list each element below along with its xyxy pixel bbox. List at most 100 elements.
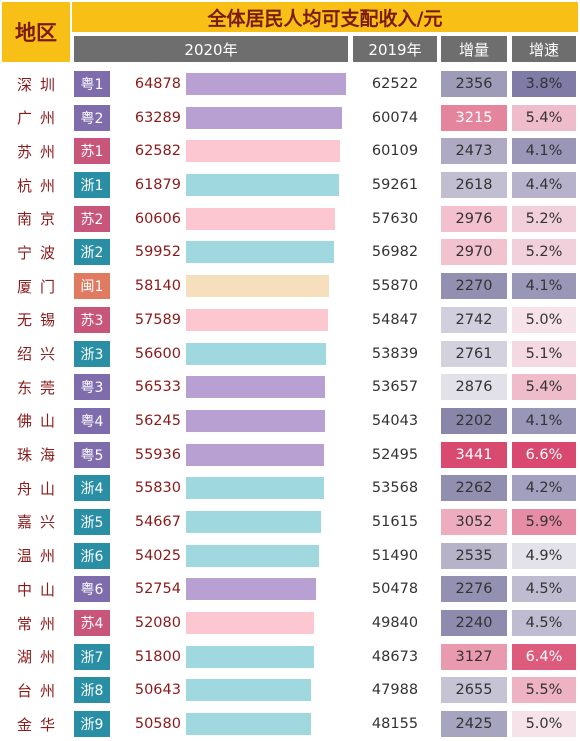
- value-2019: 53568: [371, 480, 419, 497]
- income-bar-2020: [186, 73, 346, 95]
- province-rank-badge: 浙9: [74, 711, 110, 738]
- increase-cell: 3127: [441, 643, 507, 670]
- value-2019: 56982: [371, 244, 419, 261]
- table-row: 金华 浙9 50580 48155 2425 5.0%: [0, 707, 580, 741]
- value-2020: 52754: [134, 581, 181, 598]
- value-2019: 51615: [371, 513, 419, 530]
- value-2020: 61879: [134, 177, 181, 194]
- value-2019: 55870: [371, 278, 419, 295]
- income-bar-2020: [186, 544, 320, 567]
- increase-cell: 2356: [441, 71, 507, 97]
- value-2020: 62582: [134, 143, 181, 160]
- city-name: 宁波: [16, 243, 63, 262]
- increase-cell: 2970: [441, 239, 507, 266]
- table-row: 台州 浙8 50643 47988 2655 5.5%: [0, 673, 580, 707]
- table-row: 无锡 苏3 57589 54847 2742 5.0%: [0, 303, 580, 337]
- city-name: 珠海: [16, 446, 63, 465]
- increase-cell: 2655: [441, 677, 507, 704]
- table-row: 常州 苏4 52080 49840 2240 4.5%: [0, 606, 580, 640]
- income-bar-2020: [186, 645, 314, 668]
- table-row: 广州 粤2 63289 60074 3215 5.4%: [0, 101, 580, 135]
- value-2020: 59952: [134, 244, 181, 261]
- increase-cell: 2270: [441, 273, 507, 300]
- increase-cell: 2240: [441, 610, 507, 636]
- city-name: 苏州: [16, 142, 63, 161]
- province-rank-badge: 苏4: [74, 610, 110, 636]
- city-name: 常州: [16, 614, 63, 633]
- city-name: 嘉兴: [16, 513, 63, 532]
- value-2019: 50478: [371, 581, 419, 598]
- income-bar-2020: [186, 140, 341, 163]
- growth-cell: 4.2%: [512, 475, 576, 502]
- growth-cell: 5.4%: [512, 374, 576, 401]
- increase-cell: 3215: [441, 104, 507, 131]
- province-rank-badge: 苏1: [74, 138, 110, 165]
- increase-cell: 2761: [441, 340, 507, 367]
- value-2019: 48673: [371, 648, 419, 665]
- increase-cell: 2425: [441, 711, 507, 738]
- growth-cell: 5.5%: [512, 677, 576, 704]
- growth-cell: 4.4%: [512, 172, 576, 199]
- growth-cell: 5.0%: [512, 306, 576, 333]
- growth-cell: 4.9%: [512, 542, 576, 569]
- growth-cell: 5.9%: [512, 508, 576, 535]
- value-2020: 54025: [134, 547, 181, 564]
- province-rank-badge: 浙4: [74, 475, 110, 502]
- value-2020: 64878: [134, 76, 181, 92]
- growth-cell: 3.8%: [512, 71, 576, 97]
- value-2020: 56533: [134, 379, 181, 396]
- value-2020: 63289: [134, 109, 181, 126]
- value-2020: 52080: [134, 615, 181, 631]
- income-bar-2020: [186, 679, 311, 702]
- col-header-increase: 增量: [441, 36, 507, 62]
- growth-cell: 5.0%: [512, 711, 576, 738]
- city-name: 佛山: [16, 412, 63, 431]
- increase-cell: 2262: [441, 475, 507, 502]
- income-bar-2020: [186, 241, 334, 264]
- income-bar-2020: [186, 106, 343, 129]
- table-row: 珠海 粤5 55936 52495 3441 6.6%: [0, 438, 580, 472]
- value-2019: 53839: [371, 345, 419, 362]
- province-rank-badge: 浙2: [74, 239, 110, 266]
- growth-cell: 4.1%: [512, 273, 576, 300]
- city-name: 深圳: [16, 75, 63, 94]
- city-name: 杭州: [16, 176, 63, 195]
- growth-cell: 4.5%: [512, 576, 576, 603]
- city-name: 舟山: [16, 479, 63, 498]
- province-rank-badge: 粤2: [74, 104, 110, 131]
- province-rank-badge: 浙3: [74, 340, 110, 367]
- income-bar-2020: [186, 443, 324, 466]
- income-bar-2020: [186, 342, 326, 365]
- income-bar-2020: [186, 409, 325, 432]
- region-header: 地区: [2, 2, 70, 62]
- income-bar-2020: [186, 578, 317, 601]
- city-name: 厦门: [16, 277, 63, 296]
- city-name: 台州: [16, 681, 63, 700]
- income-bar-2020: [186, 713, 311, 736]
- table-row: 温州 浙6 54025 51490 2535 4.9%: [0, 539, 580, 573]
- value-2020: 51800: [134, 648, 181, 665]
- growth-cell: 4.1%: [512, 138, 576, 165]
- value-2019: 62522: [371, 76, 419, 92]
- province-rank-badge: 粤4: [74, 407, 110, 434]
- table-row: 舟山 浙4 55830 53568 2262 4.2%: [0, 471, 580, 505]
- col-header-2019: 2019年: [353, 36, 437, 62]
- table-row: 绍兴 浙3 56600 53839 2761 5.1%: [0, 337, 580, 371]
- city-name: 东莞: [16, 378, 63, 397]
- city-name: 金华: [16, 715, 63, 734]
- city-name: 温州: [16, 547, 63, 566]
- table-row: 宁波 浙2 59952 56982 2970 5.2%: [0, 235, 580, 269]
- growth-cell: 5.1%: [512, 340, 576, 367]
- value-2020: 50580: [134, 716, 181, 733]
- city-name: 南京: [16, 210, 63, 229]
- value-2020: 56600: [134, 345, 181, 362]
- increase-cell: 2976: [441, 205, 507, 232]
- city-name: 中山: [16, 580, 63, 599]
- value-2019: 57630: [371, 210, 419, 227]
- city-name: 无锡: [16, 311, 63, 330]
- increase-cell: 3052: [441, 508, 507, 535]
- table-row: 厦门 闽1 58140 55870 2270 4.1%: [0, 269, 580, 303]
- income-bar-2020: [186, 207, 336, 230]
- province-rank-badge: 浙8: [74, 677, 110, 704]
- value-2019: 60109: [371, 143, 419, 160]
